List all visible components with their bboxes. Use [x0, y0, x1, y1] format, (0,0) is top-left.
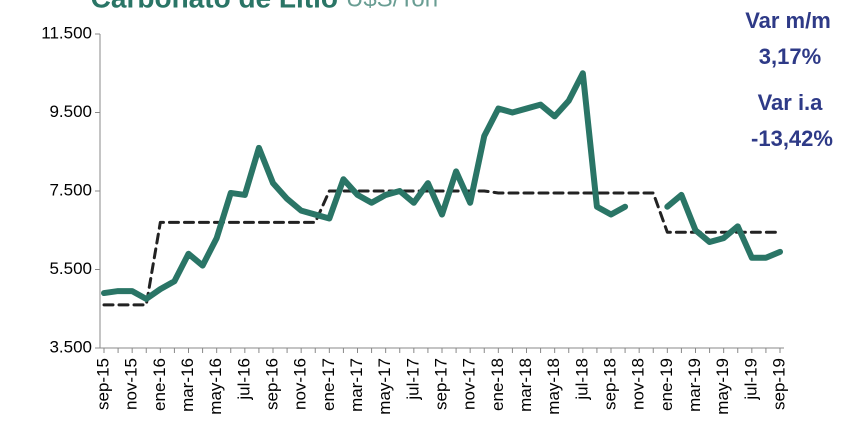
- chart-subtitle: U$S/Ton: [346, 0, 438, 12]
- x-tick-label: mar-19: [685, 358, 704, 412]
- x-tick-label: may-18: [544, 358, 563, 415]
- annotation: Var i.a: [758, 90, 824, 115]
- x-tick-label: jul-17: [403, 358, 422, 401]
- annotation: 3,17%: [759, 44, 821, 69]
- y-tick-label: 5.500: [49, 259, 92, 278]
- x-tick-label: mar-18: [516, 358, 535, 412]
- x-tick-label: ene-16: [150, 358, 169, 411]
- x-tick-label: may-17: [375, 358, 394, 415]
- y-tick-label: 7.500: [49, 180, 92, 199]
- x-tick-label: nov-17: [460, 358, 479, 410]
- x-tick-label: jul-19: [741, 358, 760, 401]
- x-tick-label: ene-19: [657, 358, 676, 411]
- x-tick-label: may-19: [713, 358, 732, 415]
- x-tick-label: sep-18: [600, 358, 619, 410]
- x-tick-label: mar-17: [347, 358, 366, 412]
- annotation: -13,42%: [751, 126, 833, 151]
- dashed-line: [102, 189, 782, 307]
- line: [101, 70, 629, 302]
- y-tick-label: 11.500: [41, 23, 92, 42]
- x-tick-label: ene-17: [319, 358, 338, 411]
- x-tick-label: nov-15: [122, 358, 141, 410]
- x-tick-label: mar-16: [178, 358, 197, 412]
- x-tick-label: sep-17: [431, 358, 450, 410]
- annotation: Var m/m: [745, 8, 831, 33]
- x-tick-label: jul-18: [572, 358, 591, 401]
- line: [664, 191, 783, 261]
- x-tick-label: nov-16: [291, 358, 310, 410]
- chart-title: Carbonato de Litio: [91, 0, 338, 13]
- x-tick-label: sep-16: [262, 358, 281, 410]
- y-tick-label: 3.500: [49, 337, 92, 356]
- y-tick-label: 9.500: [49, 102, 92, 121]
- x-tick-label: ene-18: [488, 358, 507, 411]
- x-tick-label: may-16: [206, 358, 225, 415]
- x-tick-label: jul-16: [234, 358, 253, 401]
- x-tick-label: sep-15: [93, 358, 112, 410]
- x-tick-label: sep-19: [769, 358, 788, 410]
- x-tick-label: nov-18: [629, 358, 648, 410]
